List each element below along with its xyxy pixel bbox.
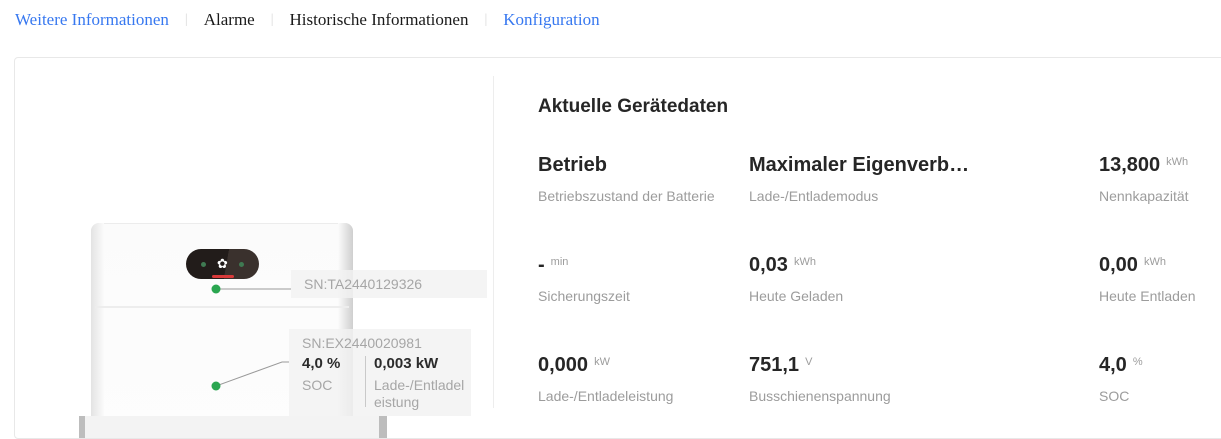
stat-value: Betrieb xyxy=(538,154,607,176)
stat-value: - xyxy=(538,254,545,276)
soc-value: 4,0 % xyxy=(302,355,341,372)
nav-separator: | xyxy=(270,12,274,27)
tab-alarme[interactable]: Alarme xyxy=(203,10,255,29)
tab-historische-informationen[interactable]: Historische Informationen xyxy=(289,10,469,29)
serial-number: SN:TA2440129326 xyxy=(304,276,423,292)
stat-cell-ladeleistung: 0,000 kW Lade-/Entladeleistung xyxy=(538,353,738,404)
power-label: Lade-/Entladeleistung xyxy=(374,377,465,410)
stat-label: Nennkapazität xyxy=(1099,188,1189,204)
stat-cell-sicherungszeit: - min Sicherungszeit xyxy=(538,253,738,304)
device-data-panel: ✿ SN:TA2440129326 SN:EX2440020981 4,0 % … xyxy=(14,57,1221,439)
serial-number: SN:EX2440020981 xyxy=(302,335,422,351)
stat-value: 13,800 xyxy=(1099,154,1161,176)
stat-value: 0,03 xyxy=(749,254,788,276)
stat-label: Heute Geladen xyxy=(749,288,844,304)
stat-value: 0,00 xyxy=(1099,254,1138,276)
nav-separator: | xyxy=(184,12,188,27)
page-title: Aktuelle Gerätedaten xyxy=(538,96,729,117)
battery-base xyxy=(79,416,387,438)
battery-left-edge xyxy=(91,223,104,438)
stat-unit: kWh xyxy=(793,256,816,268)
red-indicator-bar xyxy=(212,275,234,278)
stat-unit: kWh xyxy=(1143,256,1166,268)
battery-seam-line xyxy=(95,306,349,308)
serial-number-callout: SN:TA2440129326 xyxy=(291,270,487,298)
stat-unit: kW xyxy=(594,356,610,368)
stat-cell-heute-entladen: 0,00 kWh Heute Entladen xyxy=(1099,253,1221,304)
stat-unit: min xyxy=(550,256,569,268)
stat-cell-heute-geladen: 0,03 kWh Heute Geladen xyxy=(749,253,949,304)
stat-label: SOC xyxy=(1099,388,1130,404)
battery-control-panel: ✿ xyxy=(186,249,259,279)
stat-label: Busschienenspannung xyxy=(749,388,891,404)
stat-label: Sicherungszeit xyxy=(538,288,630,304)
stat-value: 0,000 xyxy=(538,354,589,376)
huawei-logo-icon: ✿ xyxy=(217,256,228,272)
battery-status-callout: SN:EX2440020981 4,0 % SOC 0,003 kW Lade-… xyxy=(289,329,471,416)
stat-cell-busspannung: 751,1 V Busschienenspannung xyxy=(749,353,949,404)
stat-cell-nennkapazitaet: 13,800 kWh Nennkapazität xyxy=(1099,153,1221,204)
stat-unit: kWh xyxy=(1166,156,1189,168)
stat-label: Lade-/Entladeleistung xyxy=(538,388,674,404)
tab-weitere-informationen[interactable]: Weitere Informationen xyxy=(15,10,169,29)
stat-cell-soc: 4,0% SOC xyxy=(1099,353,1221,404)
stat-value: 751,1 xyxy=(749,354,800,376)
stat-value: Maximaler Eigenverb… xyxy=(749,154,970,176)
stat-cell-betrieb: Betrieb Betriebszustand der Batterie xyxy=(538,153,738,204)
nav-separator: | xyxy=(484,12,488,27)
led-indicator xyxy=(201,262,206,267)
battery-figure: ✿ SN:TA2440129326 SN:EX2440020981 4,0 % … xyxy=(15,58,493,438)
soc-label: SOC xyxy=(302,377,333,393)
stat-cell-lademodus: Maximaler Eigenverb… Lade-/Entlademodus xyxy=(749,153,969,204)
panel-divider xyxy=(493,76,494,408)
stat-value: 4,0 xyxy=(1099,354,1127,376)
power-value: 0,003 kW xyxy=(374,355,439,372)
stat-label: Heute Entladen xyxy=(1099,288,1196,304)
stat-unit: % xyxy=(1132,356,1143,368)
tab-konfiguration[interactable]: Konfiguration xyxy=(503,10,600,29)
callout-divider xyxy=(365,356,366,407)
stat-label: Lade-/Entlademodus xyxy=(749,188,879,204)
stat-label: Betriebszustand der Batterie xyxy=(538,188,715,204)
stat-unit: V xyxy=(805,356,813,368)
top-navigation: Weitere Informationen | Alarme | Histori… xyxy=(15,8,600,32)
led-indicator xyxy=(239,262,244,267)
